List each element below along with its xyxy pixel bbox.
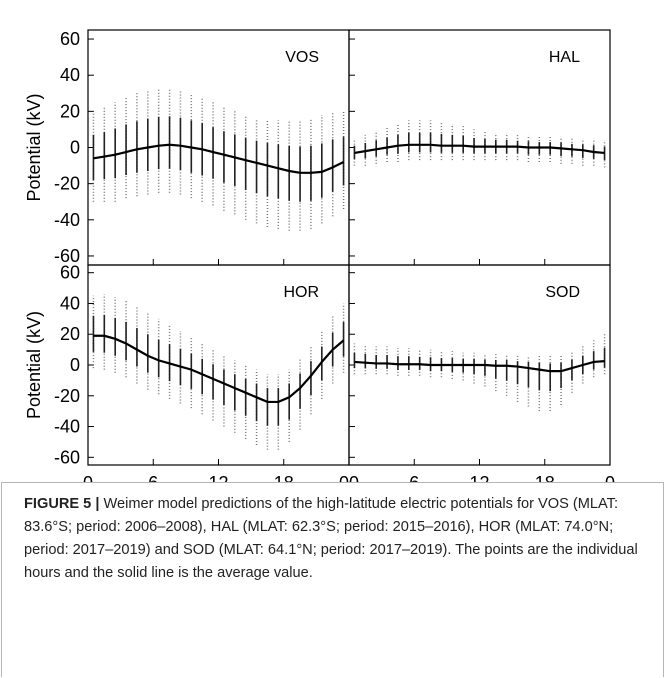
x-tick-label: 6 [409,473,419,482]
x-tick-label: 0 [605,473,615,482]
panel-label: HOR [283,284,319,301]
average-line [354,360,605,373]
y-tick-label: 60 [60,263,80,283]
y-tick-label: 0 [70,355,80,375]
average-line [354,143,605,155]
panel-label: HAL [549,49,580,66]
y-tick-label: -20 [54,386,80,406]
y-tick-label: 40 [60,293,80,313]
y-tick-label: -40 [54,210,80,230]
x-tick-label: 6 [148,473,158,482]
x-tick-label: 18 [535,473,555,482]
average-line [93,334,345,404]
caption-label: FIGURE 5 | [24,496,100,512]
y-tick-label: 20 [60,101,80,121]
x-tick-label: 18 [274,473,294,482]
y-axis-label: Potential (kV) [24,311,44,419]
caption-text: Weimer model predictions of the high-lat… [24,496,638,581]
x-tick-label: 0 [349,473,359,482]
y-tick-label: -20 [54,174,80,194]
y-tick-label: -60 [54,447,80,467]
y-tick-label: -60 [54,246,80,266]
panel-label: VOS [285,49,319,66]
y-tick-label: 20 [60,324,80,344]
x-tick-label: 12 [208,473,228,482]
y-axis-label: Potential (kV) [24,93,44,201]
y-tick-label: -40 [54,417,80,437]
y-tick-label: 60 [60,29,80,49]
y-tick-label: 0 [70,138,80,158]
x-tick-label: 12 [469,473,489,482]
y-tick-label: 40 [60,65,80,85]
x-tick-label: 0 [339,473,349,482]
average-line [93,143,345,174]
caption: FIGURE 5 | Weimer model predictions of t… [1,482,664,677]
x-tick-label: 0 [83,473,93,482]
panel-label: SOD [545,284,580,301]
